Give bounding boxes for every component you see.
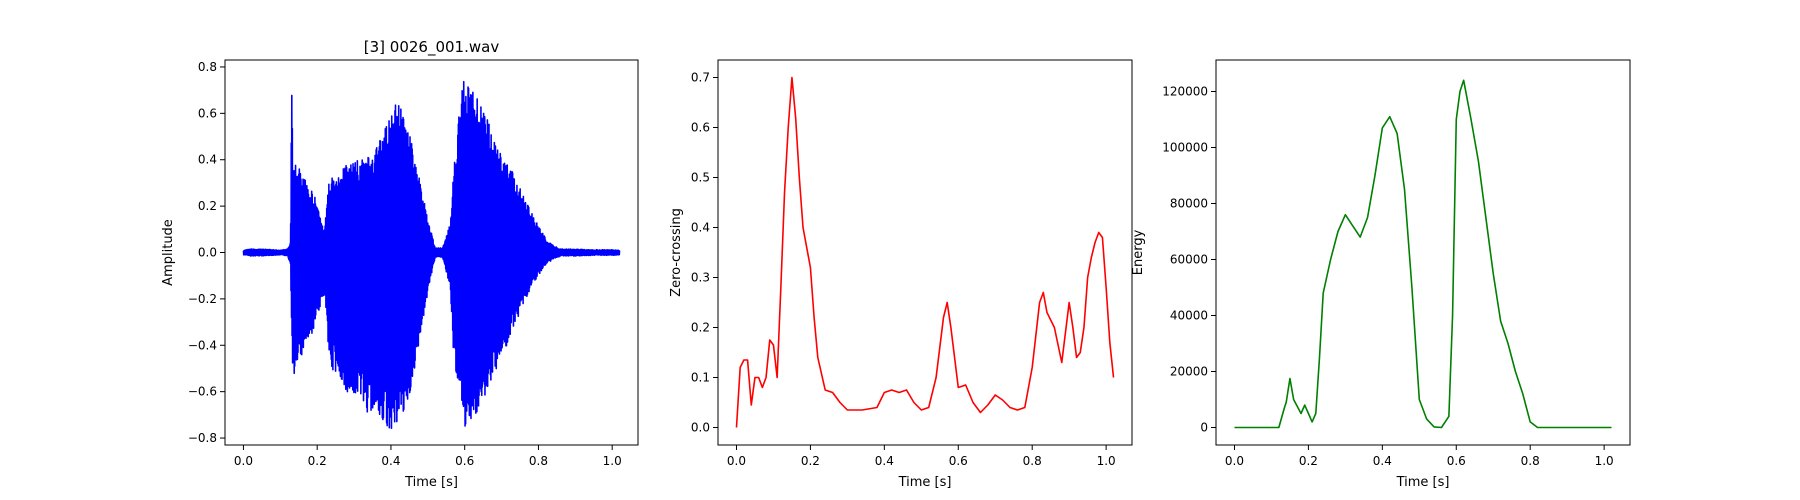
y-tick-label: 0.1 bbox=[691, 371, 710, 385]
x-tick-label: 0.2 bbox=[308, 454, 327, 468]
x-tick-label: 0.6 bbox=[455, 454, 474, 468]
plot-amplitude: [3] 0026_001.wav Time [s] Amplitude 0.0 0… bbox=[161, 38, 639, 490]
y-tick-label: 0.8 bbox=[198, 60, 217, 74]
x-tick-label: 1.0 bbox=[603, 454, 622, 468]
y-tick-label: 80000 bbox=[1170, 197, 1208, 211]
y-tick-label: 0.3 bbox=[691, 271, 710, 285]
x-tick-label: 0.6 bbox=[1447, 454, 1466, 468]
x-axis-label: Time [s] bbox=[1396, 475, 1450, 490]
x-tick-label: 0.2 bbox=[801, 454, 820, 468]
y-tick-label: −0.4 bbox=[188, 338, 217, 352]
y-tick-label: 0.2 bbox=[198, 199, 217, 213]
y-tick-label: 0.6 bbox=[691, 121, 710, 135]
x-tick-label: 0.8 bbox=[1023, 454, 1042, 468]
x-tick-label: 0.0 bbox=[234, 454, 253, 468]
x-tick-label: 0.8 bbox=[1521, 454, 1540, 468]
y-tick-label: 0.7 bbox=[691, 71, 710, 85]
y-tick-label: 0.5 bbox=[691, 171, 710, 185]
x-tick-label: 0.8 bbox=[529, 454, 548, 468]
y-axis-label: Amplitude bbox=[161, 219, 176, 286]
x-axis-label: Time [s] bbox=[898, 475, 952, 490]
y-axis-label: Energy bbox=[1131, 229, 1146, 275]
y-tick-label: 0 bbox=[1200, 421, 1208, 435]
plot-energy: Time [s] Energy 0.0 0.2 0.4 0.6 0.8 1.0 0 20000… bbox=[1131, 59, 1631, 490]
y-tick-label: 0.4 bbox=[198, 153, 217, 167]
x-tick-label: 0.4 bbox=[875, 454, 894, 468]
x-tick-label: 0.0 bbox=[727, 454, 746, 468]
x-axis-label: Time [s] bbox=[404, 475, 458, 490]
y-axis-label: Zero-crossing bbox=[669, 208, 684, 297]
y-tick-label: 20000 bbox=[1170, 365, 1208, 379]
x-tick-label: 0.0 bbox=[1225, 454, 1244, 468]
y-tick-label: −0.8 bbox=[188, 431, 217, 445]
plot-frame bbox=[717, 59, 1133, 446]
plot-frame bbox=[1215, 59, 1631, 446]
plot-zero-crossing: Time [s] Zero-crossing 0.0 0.2 0.4 0.6 0.8 1.… bbox=[669, 59, 1133, 490]
y-tick-label: 0.0 bbox=[691, 421, 710, 435]
x-tick-label: 0.6 bbox=[949, 454, 968, 468]
y-tick-label: 60000 bbox=[1170, 253, 1208, 267]
x-tick-label: 0.4 bbox=[381, 454, 400, 468]
series-line bbox=[1234, 79, 1612, 429]
y-tick-label: −0.6 bbox=[188, 385, 217, 399]
plot-title: [3] 0026_001.wav bbox=[364, 38, 500, 57]
x-tick-label: 0.4 bbox=[1373, 454, 1392, 468]
y-tick-label: 0.2 bbox=[691, 321, 710, 335]
y-tick-label: 100000 bbox=[1162, 141, 1208, 155]
x-tick-label: 1.0 bbox=[1595, 454, 1614, 468]
series-line bbox=[242, 80, 621, 430]
y-tick-label: 0.0 bbox=[198, 246, 217, 260]
x-tick-label: 1.0 bbox=[1097, 454, 1116, 468]
y-tick-label: 120000 bbox=[1162, 85, 1208, 99]
series-line bbox=[735, 76, 1115, 428]
y-tick-label: 40000 bbox=[1170, 309, 1208, 323]
y-tick-label: 0.4 bbox=[691, 221, 710, 235]
y-tick-label: 0.6 bbox=[198, 106, 217, 120]
y-tick-label: −0.2 bbox=[188, 292, 217, 306]
x-tick-label: 0.2 bbox=[1299, 454, 1318, 468]
